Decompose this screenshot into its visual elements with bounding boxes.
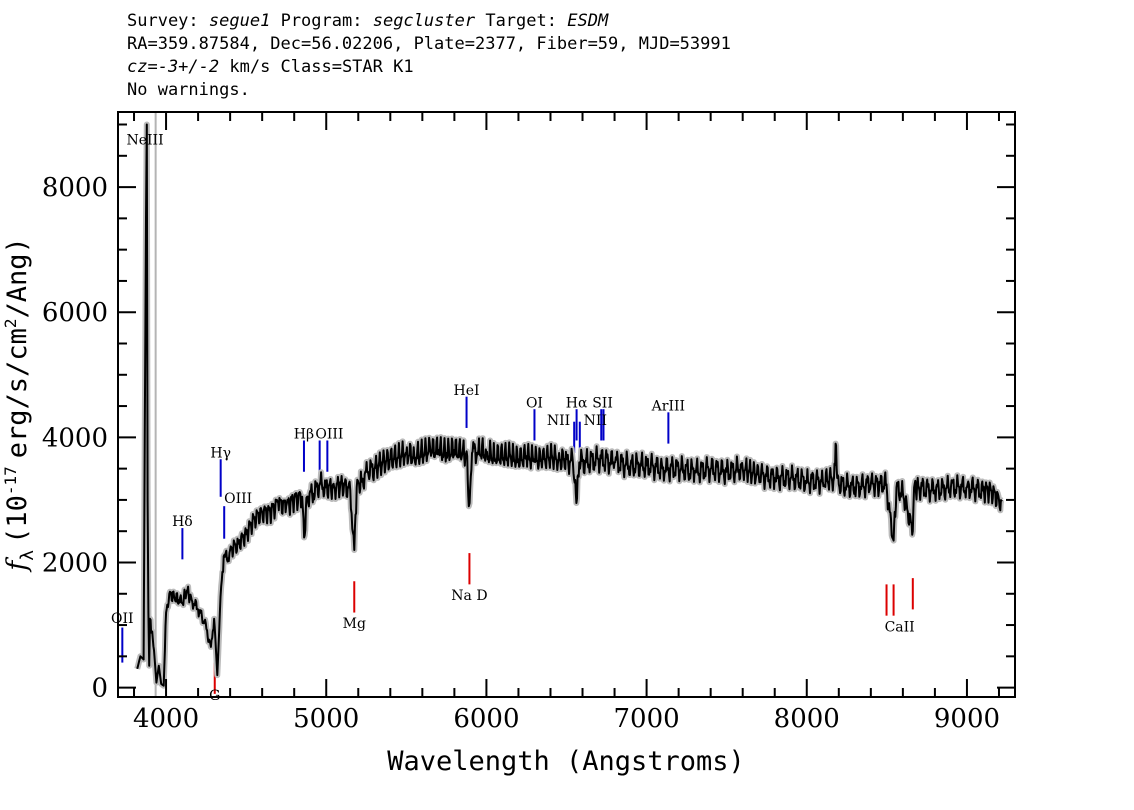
y-tick-label: 4000 (42, 423, 108, 453)
cz-value: cz=-3+/-2 (127, 57, 220, 77)
spectrum-line (136, 123, 1003, 687)
plot-frame (117, 111, 1016, 698)
line-label-oiii: OIII (224, 491, 252, 507)
axis-ticks: 4000 5000 6000 7000 8000 9000 0 2000 4000 6000 800… (42, 112, 1015, 734)
line-label-ariii: ArIII (651, 398, 685, 414)
program-value: segcluster (372, 11, 476, 31)
survey-value: segue1 (208, 11, 271, 31)
line-label-na-d: Na D (451, 588, 487, 604)
line-label-hγ: Hγ (210, 445, 231, 461)
line-label-caii: CaII (885, 619, 915, 635)
y-tick-label: 6000 (42, 298, 108, 328)
line-label-nii: NII (547, 413, 570, 429)
x-tick-label: 6000 (453, 704, 519, 734)
x-tick-label: 4000 (133, 704, 199, 734)
class-value: km/s Class=STAR K1 (219, 57, 414, 77)
line-label-sii: SII (592, 395, 613, 411)
spectral-line-markers (121, 149, 914, 694)
y-tick-label: 8000 (42, 173, 108, 203)
header-line-1: Survey: segue1 Program: segcluster Targe… (127, 10, 731, 33)
line-label-mg: Mg (343, 616, 366, 632)
line-label-oii: OII (111, 611, 134, 627)
header-line-4: No warnings. (127, 80, 250, 100)
x-tick-label: 5000 (293, 704, 359, 734)
survey-label: Survey: (127, 11, 199, 31)
x-axis-label: Wavelength (Angstroms) (387, 746, 745, 777)
header-line-2: RA=359.87584, Dec=56.02206, Plate=2377, … (127, 34, 731, 54)
spectrum-header: Survey: segue1 Program: segcluster Targe… (127, 10, 731, 102)
header-line-3: cz=-3+/-2 km/s Class=STAR K1 (127, 56, 731, 79)
y-label-units-exponent: 2 (1, 319, 20, 329)
y-tick-label: 2000 (42, 548, 108, 578)
program-label: Program: (280, 11, 363, 31)
line-label-neiii: NeIII (126, 133, 163, 149)
line-label-oi: OI (526, 395, 543, 411)
y-axis-label: fλ(10-17erg/s/cm2/Ang) (1, 237, 38, 573)
x-tick-label: 9000 (934, 704, 1000, 734)
line-label-hδ: Hδ (172, 514, 193, 530)
y-label-units: erg/s/cm (2, 328, 33, 458)
line-label-hβ: Hβ (294, 427, 314, 443)
target-label: Target: (485, 11, 557, 31)
line-label-oiii: OIII (315, 427, 343, 443)
line-label-nii: NII (584, 413, 607, 429)
x-tick-label: 8000 (774, 704, 840, 734)
line-label-hei: HeI (454, 383, 480, 399)
target-value: ESDM (567, 11, 609, 31)
y-tick-label: 0 (91, 674, 108, 704)
y-label-prefix: (10 (2, 495, 33, 544)
line-label-hα: Hα (566, 395, 588, 411)
y-label-tail: /Ang) (2, 237, 33, 318)
y-label-exponent: -17 (1, 466, 20, 495)
y-label-lambda: λ (17, 550, 38, 561)
x-tick-label: 7000 (614, 704, 680, 734)
